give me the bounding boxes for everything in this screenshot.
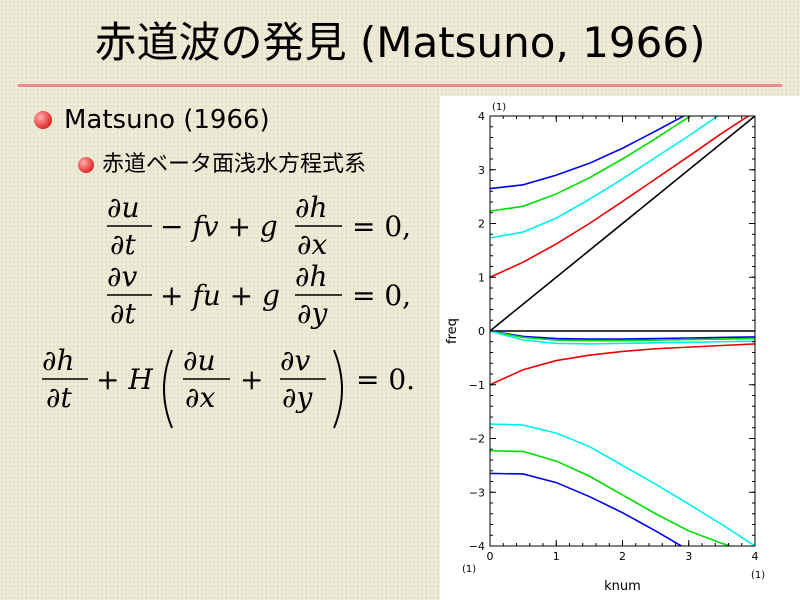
eq3-rhs: = 0.: [356, 363, 415, 396]
corner-label-bottom-left: (1): [462, 564, 476, 575]
y-tick-label: −4: [469, 540, 485, 553]
series-line-12: [490, 450, 733, 546]
eq1-num2: ∂h: [295, 191, 328, 224]
eq3-den: ∂t: [46, 381, 72, 414]
eq2-rhs: = 0,: [352, 279, 411, 312]
y-tick-label: 0: [478, 325, 485, 338]
series-line-9: [490, 330, 755, 345]
y-tick-label: 2: [478, 218, 485, 231]
x-tick-label: 2: [619, 550, 626, 563]
eq2-den: ∂t: [110, 297, 136, 330]
dispersion-chart: 0 1 2 3 4 −4 −3 −2 −1 0 1 2 3 4 knum freq (1) (1) (1): [440, 96, 800, 600]
x-tick-label: 4: [752, 550, 759, 563]
equation-continuity: ∂h ∂t + H ∂u ∂x + ∂v ∂y = 0.: [42, 344, 415, 429]
equation-u-momentum: ∂u ∂t − fv + g ∂h ∂x = 0,: [107, 191, 411, 261]
series-line-5: [490, 116, 755, 332]
eq3-plus: +: [240, 363, 263, 396]
y-tick-label: −2: [469, 433, 485, 446]
corner-label-bottom-right: (1): [751, 570, 765, 581]
series-line-2: [490, 116, 692, 212]
corner-label-top-left: (1): [492, 102, 506, 113]
series-line-7: [490, 330, 755, 340]
series-line-10: [490, 343, 755, 386]
eq3-left-paren: [163, 349, 173, 429]
eq2-middle: + fu + g: [160, 279, 280, 312]
shallow-water-equations: ∂u ∂t − fv + g ∂h ∂x = 0, ∂v ∂t + fu + g…: [42, 191, 415, 429]
bullet-equation-system: 赤道ベータ面浅水方程式系: [102, 152, 367, 177]
x-tick-label: 0: [487, 550, 494, 563]
eq2-num2: ∂h: [295, 260, 328, 293]
eq1-den: ∂t: [110, 228, 136, 261]
chart-series: [490, 116, 755, 546]
y-tick-label: 3: [478, 164, 485, 177]
title-divider: [18, 84, 782, 87]
bullet-dot-level1: [34, 111, 52, 129]
x-axis-label: knum: [604, 579, 641, 594]
series-line-3: [490, 116, 720, 239]
eq3-middle: + H: [96, 363, 153, 396]
y-tick-label: 1: [478, 271, 485, 284]
bullet-dot-level2: [78, 157, 94, 173]
eq1-middle: − fv + g: [160, 210, 278, 243]
x-tick-label: 1: [553, 550, 560, 563]
eq1-num: ∂u: [107, 191, 140, 224]
series-line-11: [490, 423, 755, 546]
y-axis-label: freq: [445, 318, 460, 344]
eq3-in1-den: ∂x: [185, 381, 215, 414]
y-tick-label: 4: [478, 110, 485, 123]
series-line-8: [490, 330, 755, 342]
series-line-13: [490, 472, 683, 546]
series-line-4: [490, 116, 749, 278]
eq3-in2-num: ∂v: [280, 344, 310, 377]
chart-ticks: 0 1 2 3 4 −4 −3 −2 −1 0 1 2 3 4: [469, 110, 759, 563]
eq3-in2-den: ∂y: [282, 381, 313, 414]
eq3-in1-num: ∂u: [183, 344, 216, 377]
eq1-den2: ∂x: [297, 228, 327, 261]
eq3-num: ∂h: [42, 344, 75, 377]
eq2-num: ∂v: [107, 260, 137, 293]
y-tick-label: −3: [469, 486, 485, 499]
x-tick-label: 3: [685, 550, 692, 563]
eq2-den2: ∂y: [297, 297, 328, 330]
equation-v-momentum: ∂v ∂t + fu + g ∂h ∂y = 0,: [107, 260, 411, 330]
y-tick-label: −1: [469, 379, 485, 392]
eq1-rhs: = 0,: [352, 210, 411, 243]
bullet-matsuno: Matsuno (1966): [64, 105, 270, 135]
eq3-right-paren: [333, 349, 343, 429]
slide-title: 赤道波の発見 (Matsuno, 1966): [94, 18, 706, 67]
